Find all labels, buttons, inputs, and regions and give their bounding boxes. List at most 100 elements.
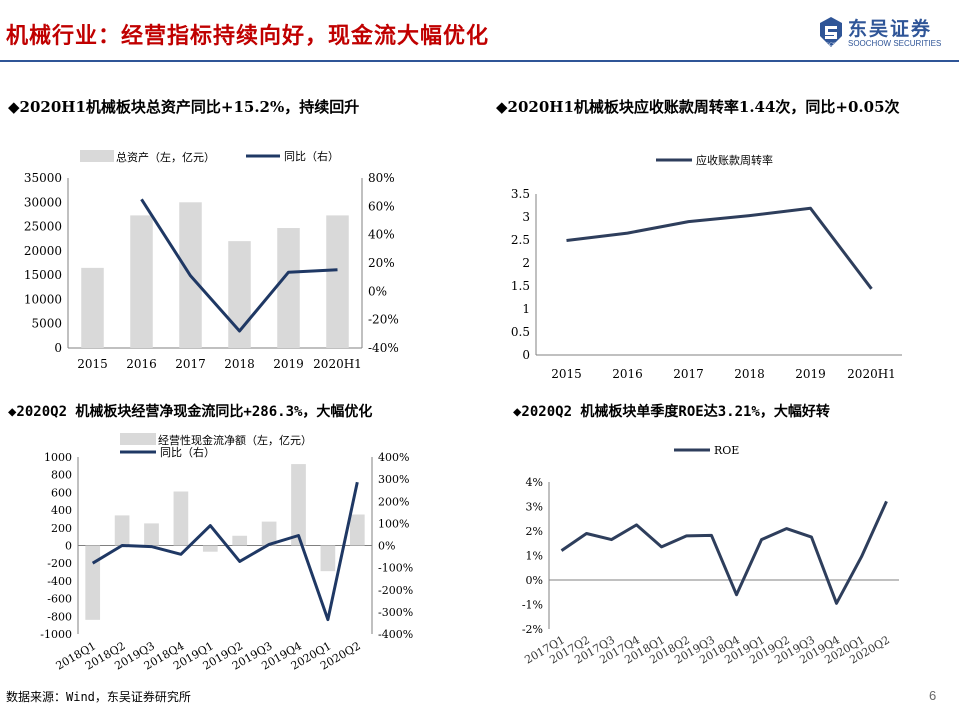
logo-mark-text: SCS bbox=[826, 42, 837, 48]
bar bbox=[173, 491, 189, 546]
chart-cashflow: -1000 -800 -600 -400 -200 0 200 400 600 800 1000 -4… bbox=[40, 433, 413, 673]
legend-label: 同比（右） bbox=[284, 149, 339, 163]
source-note: 数据来源：Wind，东吴证券研究所 bbox=[6, 690, 191, 704]
y-tick-label: -1% bbox=[522, 599, 543, 612]
y-tick-label-left: 15000 bbox=[24, 268, 62, 282]
y-tick-label: 2 bbox=[522, 256, 530, 270]
y-tick-label-right: -200% bbox=[378, 584, 413, 597]
y-tick-label-right: -100% bbox=[378, 562, 413, 575]
header: 机械行业：经营指标持续向好，现金流大幅优化 SCS 东吴证券 SOOCHOW S… bbox=[0, 0, 959, 62]
y-tick-label-left: -1000 bbox=[40, 628, 72, 641]
chart-roe: -2%-1%0%1%2%3%4%2017Q12017Q22017Q32017Q4… bbox=[522, 444, 899, 667]
bar bbox=[144, 523, 159, 546]
y-tick-label-left: 35000 bbox=[24, 171, 62, 185]
x-tick-label: 2016 bbox=[126, 357, 157, 371]
bar bbox=[228, 241, 251, 348]
y-tick-label: 3% bbox=[526, 501, 543, 514]
logo-name-en: SOOCHOW SECURITIES bbox=[848, 39, 942, 48]
y-tick-label-right: -300% bbox=[378, 606, 413, 619]
legend-label: 同比（右） bbox=[160, 445, 215, 459]
bar bbox=[130, 215, 153, 348]
legend-swatch-bar bbox=[120, 433, 156, 445]
bar bbox=[277, 228, 300, 348]
page-title: 机械行业：经营指标持续向好，现金流大幅优化 bbox=[6, 24, 490, 49]
y-tick-label-left: -800 bbox=[47, 610, 72, 623]
y-tick-label: 0 bbox=[522, 348, 530, 362]
x-tick-label: 2016 bbox=[612, 367, 643, 381]
x-tick-label: 2018 bbox=[224, 357, 255, 371]
x-tick-label: 2018 bbox=[734, 367, 765, 381]
y-tick-label: 0.5 bbox=[511, 325, 530, 339]
y-tick-label-right: -40% bbox=[368, 341, 399, 355]
x-tick-label: 2020H1 bbox=[847, 367, 896, 381]
y-tick-label-left: 25000 bbox=[24, 220, 62, 234]
x-tick-label: 2015 bbox=[77, 357, 108, 371]
y-tick-label-right: -20% bbox=[368, 313, 399, 327]
chart-ar-turnover: 0 0.5 1 1.5 2 2.5 3 3.5 2015 2016 2017 2018 2019 2020… bbox=[511, 153, 902, 381]
y-tick-label-left: 5000 bbox=[31, 317, 62, 331]
y-tick-label-right: 100% bbox=[378, 517, 409, 530]
y-tick-label-right: 400% bbox=[378, 451, 409, 464]
y-tick-label-left: -400 bbox=[47, 575, 72, 588]
y-tick-label-right: 80% bbox=[368, 171, 395, 185]
series-line bbox=[140, 198, 338, 333]
y-tick-label: 1 bbox=[522, 302, 530, 316]
y-tick-label-left: 800 bbox=[51, 469, 72, 482]
y-tick-label: 0% bbox=[526, 574, 543, 587]
panel-title-cashflow: ◆2020Q2 机械板块经营净现金流同比+286.3%，大幅优化 bbox=[8, 404, 373, 420]
x-tick-label: 2019 bbox=[273, 357, 304, 371]
bar bbox=[232, 535, 248, 546]
bar bbox=[291, 464, 306, 546]
y-tick-label-right: 300% bbox=[378, 473, 409, 486]
y-tick-label-right: 40% bbox=[368, 228, 395, 242]
series-line bbox=[91, 481, 359, 622]
x-tick-label: 2020H1 bbox=[313, 357, 362, 371]
y-tick-label-left: 600 bbox=[51, 486, 72, 499]
y-tick-label: 2.5 bbox=[511, 233, 530, 247]
bar bbox=[85, 545, 101, 620]
y-tick-label: 1% bbox=[526, 550, 543, 563]
y-tick-label-right: 20% bbox=[368, 256, 395, 270]
y-tick-label: -2% bbox=[522, 623, 543, 636]
x-tick-label: 2015 bbox=[551, 367, 582, 381]
y-tick-label-right: -400% bbox=[378, 628, 413, 641]
legend-label: 总资产（左，亿元） bbox=[116, 150, 215, 164]
bar bbox=[81, 267, 104, 348]
bar bbox=[114, 515, 130, 546]
logo-name-cn: 东吴证券 bbox=[848, 18, 933, 40]
panel-title-assets: ◆2020H1机械板块总资产同比+15.2%，持续回升 bbox=[8, 98, 360, 116]
y-tick-label: 3.5 bbox=[511, 187, 530, 201]
y-tick-label: 3 bbox=[522, 210, 530, 224]
y-tick-label-left: 200 bbox=[51, 522, 72, 535]
panel-title-ar-turnover: ◆2020H1机械板块应收账款周转率1.44次，同比+0.05次 bbox=[496, 98, 900, 116]
y-tick-label-left: 0 bbox=[54, 341, 62, 355]
series-line bbox=[566, 206, 873, 290]
y-tick-label-left: 10000 bbox=[24, 292, 62, 306]
y-tick-label-right: 0% bbox=[368, 284, 387, 298]
y-tick-label-left: 20000 bbox=[24, 244, 62, 258]
bar bbox=[349, 514, 365, 546]
legend-label: 经营性现金流净额（左，亿元） bbox=[158, 433, 312, 447]
bar bbox=[261, 521, 277, 546]
y-tick-label-left: -600 bbox=[47, 593, 72, 606]
brand-logo: SCS 东吴证券 SOOCHOW SECURITIES bbox=[818, 12, 958, 52]
y-tick-label-left: -200 bbox=[47, 557, 72, 570]
y-tick-label-left: 1000 bbox=[44, 451, 72, 464]
y-tick-label: 4% bbox=[526, 476, 543, 489]
y-tick-label-right: 60% bbox=[368, 199, 395, 213]
bar bbox=[326, 215, 349, 348]
x-tick-label: 2017 bbox=[673, 367, 704, 381]
y-tick-label-right: 0% bbox=[378, 540, 395, 553]
page-number: 6 bbox=[929, 688, 937, 703]
y-tick-label-left: 400 bbox=[51, 504, 72, 517]
legend-swatch-bar bbox=[80, 150, 114, 162]
legend-label: 应收账款周转率 bbox=[696, 153, 773, 167]
chart-total-assets: 0 5000 10000 15000 20000 25000 30000 35000 -40% -… bbox=[24, 149, 399, 371]
panel-title-roe: ◆2020Q2 机械板块单季度ROE达3.21%，大幅好转 bbox=[513, 404, 830, 420]
logo-mark-icon: SCS bbox=[820, 17, 842, 48]
y-tick-label: 2% bbox=[526, 525, 543, 538]
y-tick-label-left: 30000 bbox=[24, 195, 62, 209]
legend-label: ROE bbox=[714, 444, 739, 457]
y-tick-label: 1.5 bbox=[511, 279, 530, 293]
y-tick-label-left: 0 bbox=[65, 540, 72, 553]
